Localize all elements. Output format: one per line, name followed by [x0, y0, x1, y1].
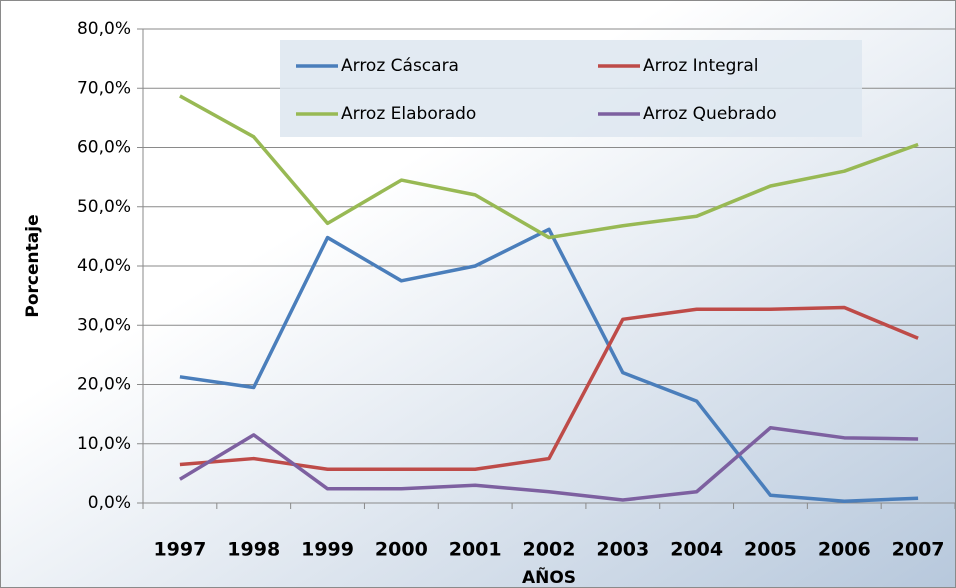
x-axis-title: AÑOS: [522, 565, 576, 588]
x-tick-label: 1998: [227, 539, 280, 561]
legend-label: Arroz Quebrado: [643, 104, 777, 124]
y-tick-label: 10,0%: [77, 434, 131, 454]
legend-label: Arroz Integral: [643, 56, 759, 76]
x-tick-label: 2000: [375, 539, 428, 561]
y-tick-label: 0,0%: [88, 493, 131, 513]
y-tick-label: 60,0%: [77, 138, 131, 158]
series-line: [179, 227, 919, 503]
x-tick-label: 2006: [818, 539, 871, 561]
legend-box: [280, 40, 862, 137]
series-line: [179, 305, 919, 471]
y-tick-label: 50,0%: [77, 197, 131, 217]
legend-label: Arroz Cáscara: [341, 56, 459, 76]
x-tick-label: 2004: [670, 539, 723, 561]
y-axis-title: Porcentaje: [23, 214, 43, 317]
y-tick-label: 20,0%: [77, 375, 131, 395]
series-line: [179, 94, 919, 240]
x-tick-label: 2002: [523, 539, 576, 561]
y-tick-label: 70,0%: [77, 78, 131, 98]
series-line: [179, 426, 919, 502]
y-tick-label: 80,0%: [77, 19, 131, 39]
x-tick-label: 1999: [301, 539, 354, 561]
x-tick-label: 2001: [449, 539, 502, 561]
y-tick-label: 40,0%: [77, 256, 131, 276]
x-tick-label: 1997: [153, 539, 206, 561]
legend-label: Arroz Elaborado: [341, 104, 476, 124]
x-tick-label: 2007: [892, 539, 945, 561]
x-tick-label: 2003: [596, 539, 649, 561]
y-tick-label: 30,0%: [77, 315, 131, 335]
x-tick-label: 2005: [744, 539, 797, 561]
